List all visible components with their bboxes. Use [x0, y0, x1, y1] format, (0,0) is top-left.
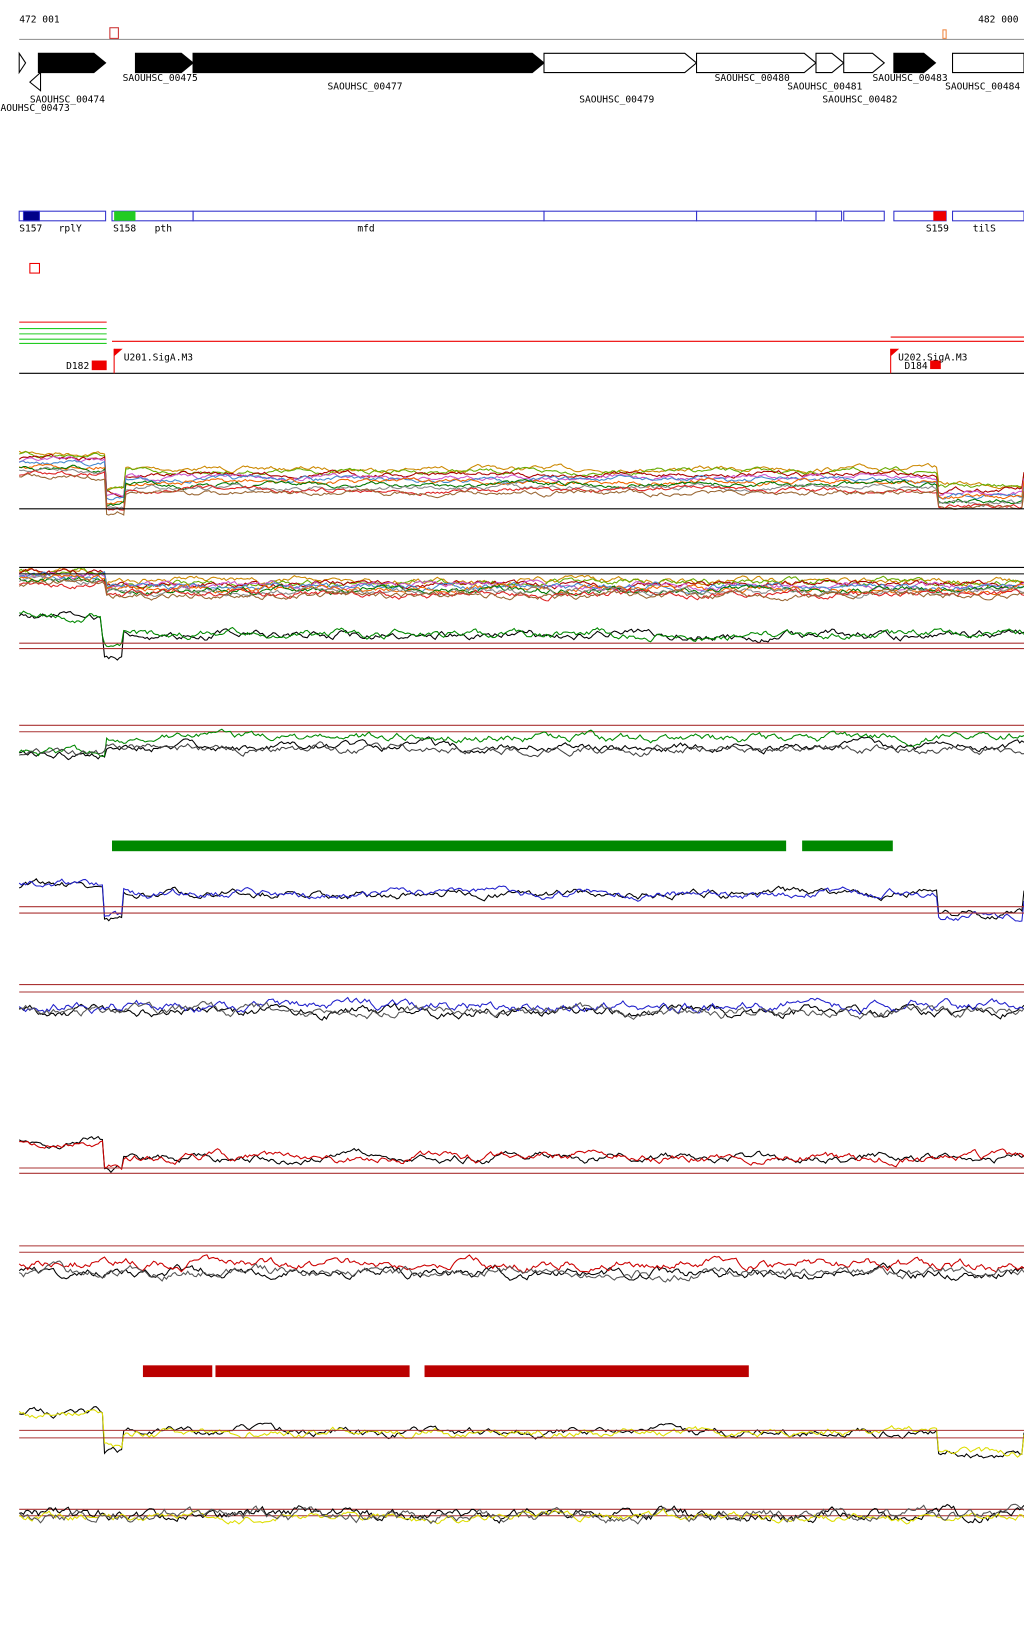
- signal-trace: [18, 566, 1024, 587]
- terminator: [91, 360, 107, 371]
- gene-arrow: [843, 52, 886, 74]
- signal-trace: [19, 610, 1024, 648]
- signal-trace: [19, 1406, 1024, 1459]
- gene-label: SAOUHSC_00482: [822, 94, 897, 105]
- gene-label: SAOUHSC_00483: [873, 73, 948, 84]
- signal-trace: [19, 1508, 1024, 1525]
- feature-box: [815, 210, 843, 222]
- signal-trace: [19, 464, 1024, 507]
- signal-trace: [18, 1409, 1024, 1458]
- genes: [18, 51, 1024, 92]
- signal-trace: [19, 1002, 1024, 1021]
- region-bar: [142, 1365, 213, 1378]
- signal-trace: [18, 463, 1024, 505]
- feature-label: S157: [19, 223, 42, 234]
- gene-label: SAOUHSC_00481: [787, 82, 862, 93]
- feature-box: [543, 210, 698, 222]
- gene-arrow: [543, 52, 698, 74]
- gene-arrow: [952, 52, 1024, 74]
- gene-label: SAOUHSC_00480: [715, 73, 790, 84]
- gene-label: SAOUHSC_00477: [327, 82, 402, 93]
- signal-trace: [19, 470, 1024, 511]
- gene-arrow: [18, 51, 27, 75]
- signal-trace: [19, 473, 1024, 516]
- feature-box: [18, 210, 107, 222]
- signal-trace: [18, 878, 1024, 922]
- signal-trace: [19, 571, 1024, 592]
- features: [18, 210, 1024, 222]
- gene-label: SAOUHSC_00475: [123, 73, 198, 84]
- gene-arrow: [696, 52, 817, 74]
- signal-trace: [18, 996, 1024, 1016]
- feature-fill: [114, 211, 136, 221]
- feature-label: tilS: [973, 223, 996, 234]
- ruler-start: 472 001: [19, 14, 60, 25]
- signal-trace: [18, 578, 1024, 602]
- feature-fill: [933, 211, 947, 221]
- signal-trace: [18, 1262, 1024, 1282]
- terminator-label: D182: [66, 361, 89, 372]
- signal-trace: [19, 466, 1024, 510]
- signal-trace: [18, 576, 1024, 597]
- gene-arrow: [815, 52, 845, 74]
- gene-arrow: [893, 52, 937, 74]
- signal-trace: [18, 1260, 1024, 1283]
- terminator-label: D184: [905, 361, 928, 372]
- signal-trace: [19, 736, 1024, 761]
- signal-trace: [18, 1135, 1024, 1174]
- signal-trace: [18, 453, 1024, 498]
- marker: [109, 27, 119, 39]
- feature-label: mfd: [357, 223, 374, 234]
- gene-label: SAOUHSC_00484: [945, 82, 1020, 93]
- region-bar: [112, 840, 787, 852]
- marker: [29, 262, 40, 274]
- gene-arrow: [192, 52, 545, 74]
- feature-label: rplY: [59, 223, 82, 234]
- gene-label: SAOUHSC_00473: [0, 103, 70, 114]
- ruler-end: 482 000: [978, 14, 1019, 25]
- gene-arrow: [37, 52, 107, 74]
- signal-trace: [18, 571, 1024, 595]
- terminator: [930, 360, 941, 370]
- feature-box: [952, 210, 1024, 222]
- signal-trace: [18, 450, 1024, 492]
- feature-label: pth: [155, 223, 172, 234]
- feature-fill: [22, 210, 40, 222]
- gene-label: SAOUHSC_00479: [579, 94, 654, 105]
- signal-trace: [19, 455, 1024, 498]
- feature-label: S159: [926, 223, 949, 234]
- reads: [19, 321, 1024, 374]
- signal-trace: [18, 878, 1024, 922]
- ruler: 472 001 482 000: [19, 14, 1024, 40]
- feature-box: [696, 210, 817, 222]
- promoter-flag: [114, 348, 123, 357]
- gene-label: SAOUHSC_00474: [30, 94, 105, 105]
- signal-trace: [19, 741, 1024, 758]
- signal-trace: [19, 1140, 1024, 1171]
- signal-trace: [18, 1503, 1024, 1525]
- signal-trace: [18, 459, 1024, 501]
- feature-box: [843, 210, 885, 222]
- marker: [942, 29, 947, 39]
- signal-trace: [18, 728, 1024, 758]
- gene-arrow: [134, 52, 194, 74]
- feature-box: [192, 210, 545, 222]
- signal-trace: [18, 1000, 1024, 1020]
- promoter-label: U201.SigA.M3: [124, 353, 194, 364]
- region-bar: [215, 1365, 410, 1378]
- signal-trace: [19, 578, 1024, 602]
- signal-tracks: [18, 450, 1024, 1525]
- region-bar: [802, 840, 893, 852]
- region-bar: [424, 1365, 749, 1378]
- promoter-label: U202.SigA.M3: [898, 353, 968, 364]
- feature-label: S158: [113, 223, 136, 234]
- gene-arrow: [29, 71, 42, 92]
